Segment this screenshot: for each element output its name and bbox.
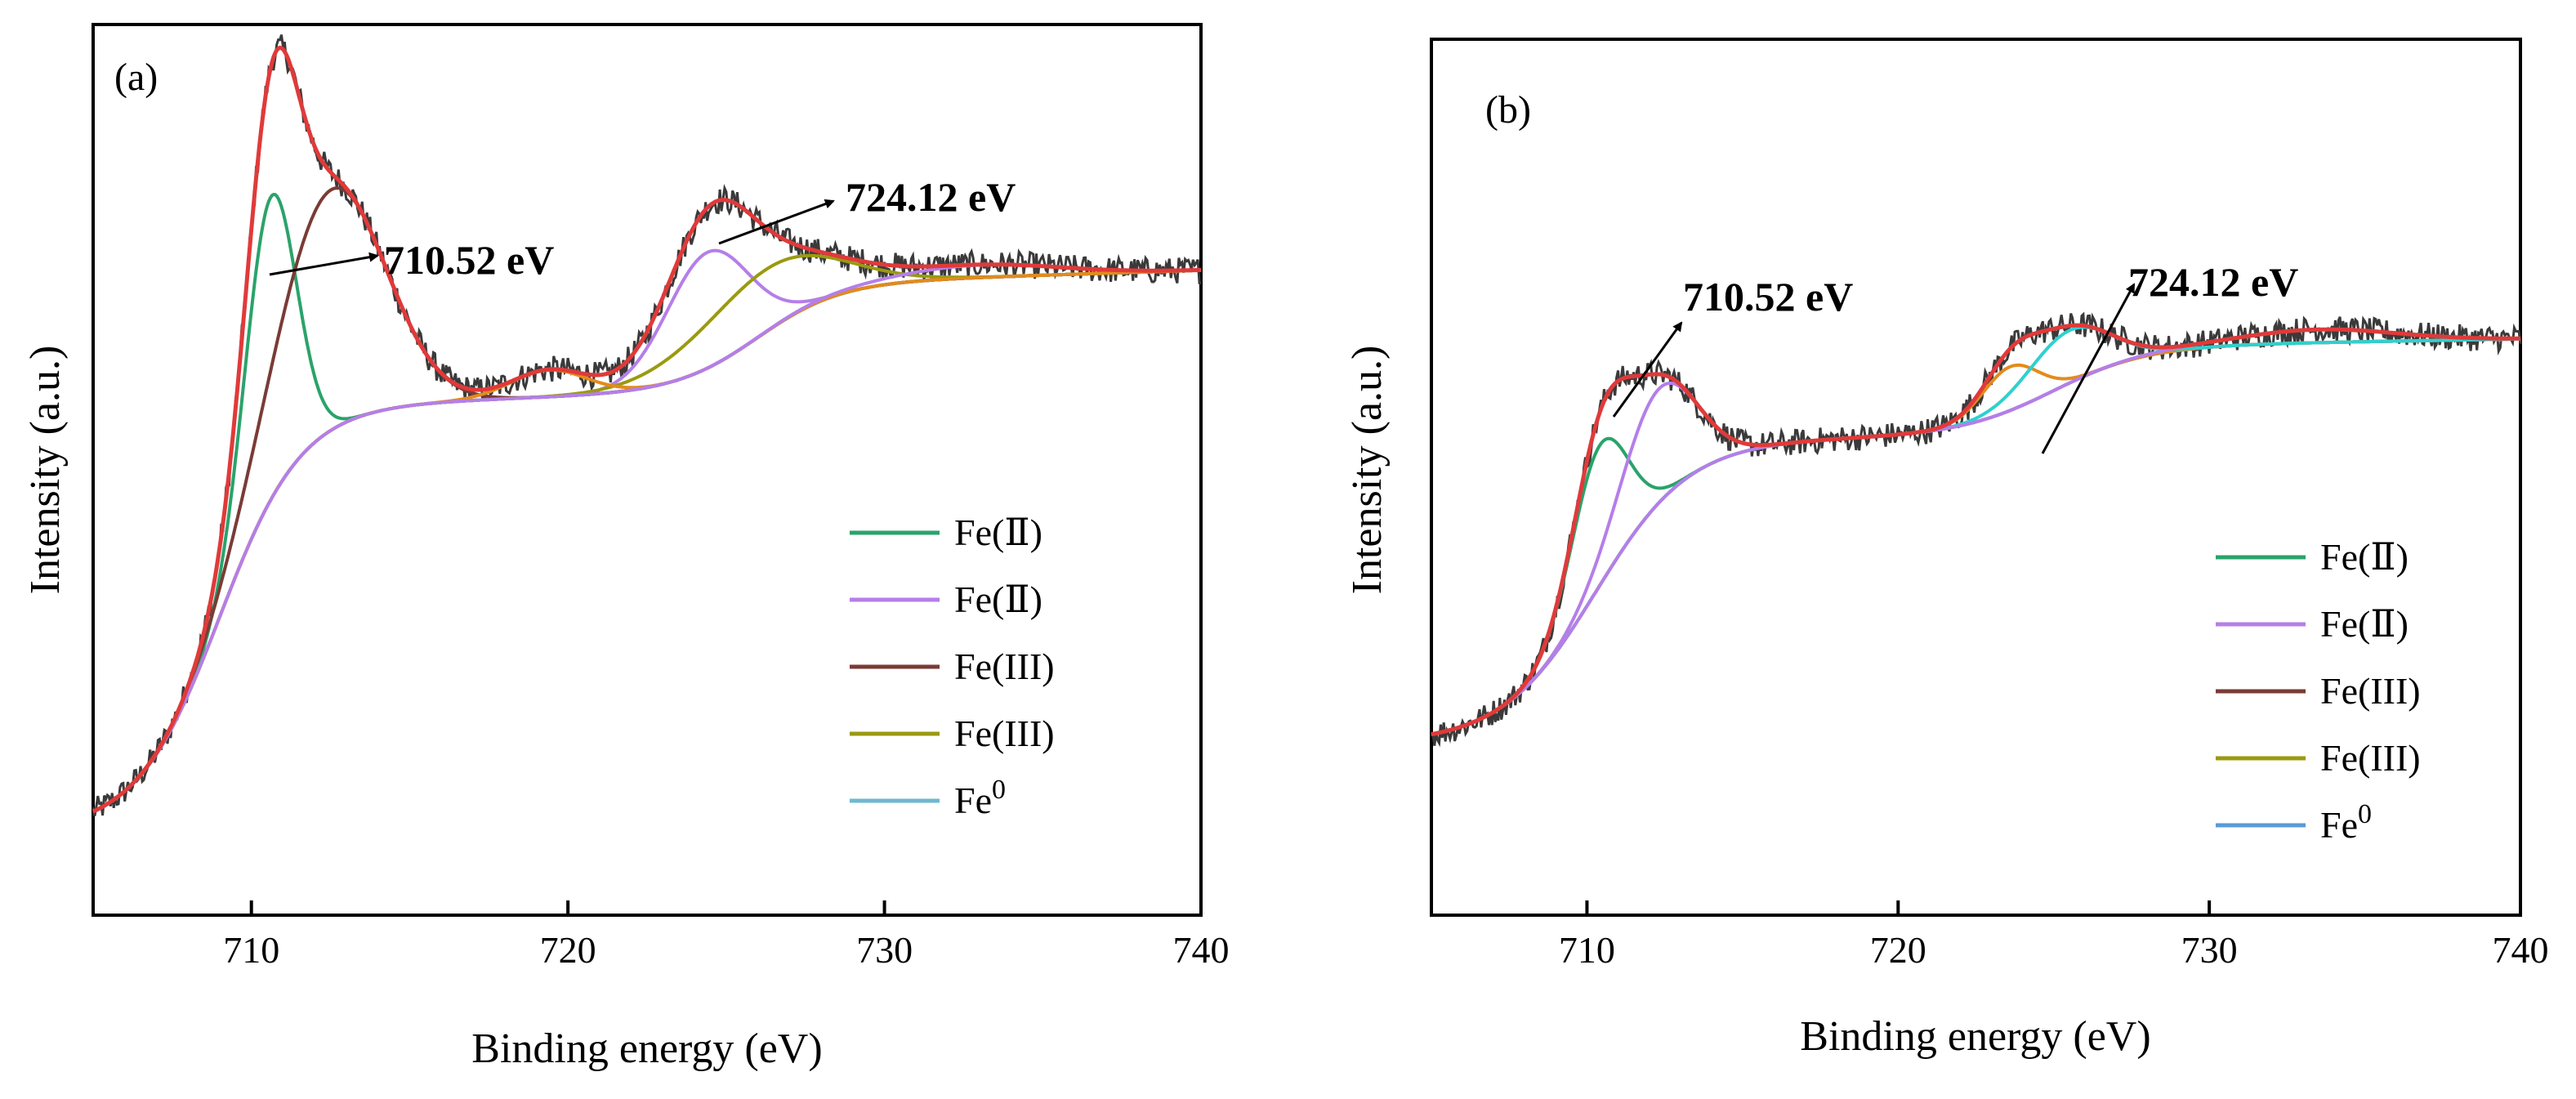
annotation-label: 724.12 eV xyxy=(2128,259,2298,305)
panel-b-chart: 710 720 730 740 710.52 eV 724.12 eV Fe(Ⅱ) Fe(… xyxy=(1344,38,2549,1060)
fit-envelope-line xyxy=(92,45,1202,814)
legend-label: Fe(Ⅱ) xyxy=(2320,603,2409,645)
annotation-label: 724.12 eV xyxy=(846,174,1016,220)
panel-a-x-axis-label: Binding energy (eV) xyxy=(471,1025,822,1072)
panel-b-plot-frame xyxy=(1430,38,2522,917)
panel-b-annotations: 710.52 eV 724.12 eV xyxy=(1612,259,2298,454)
legend-label: Fe(Ⅱ) xyxy=(954,579,1042,620)
panel-b-y-axis-label: Intensity (a.u.) xyxy=(1344,346,1391,595)
x-tick-label: 740 xyxy=(2493,929,2549,971)
x-tick-label: 710 xyxy=(1559,929,1615,971)
legend-label: Fe(III) xyxy=(2320,737,2421,779)
panel-a-label: (a) xyxy=(114,56,158,99)
panel-a-y-axis-label: Intensity (a.u.) xyxy=(22,346,69,595)
legend-label: Fe(III) xyxy=(954,646,1055,687)
x-tick-label: 740 xyxy=(1173,929,1230,971)
x-tick-label: 710 xyxy=(223,929,279,971)
panel-a-plot-frame xyxy=(92,23,1203,917)
annotation-label: 710.52 eV xyxy=(1683,274,1853,319)
panel-a-annotations: 710.52 eV 724.12 eV xyxy=(269,174,1016,283)
x-tick-label: 730 xyxy=(856,929,913,971)
panel-a-chart: 710 720 730 740 710.52 eV 724.12 eV Fe(Ⅱ) Fe(… xyxy=(22,23,1230,1072)
panel-a-curves xyxy=(92,34,1202,816)
fit-envelope-line xyxy=(1431,323,2520,737)
legend-label: Fe(Ⅱ) xyxy=(954,512,1042,553)
raw-spectrum-line xyxy=(92,34,1202,816)
annotation-arrow xyxy=(718,199,835,245)
x-tick-label: 720 xyxy=(540,929,596,971)
panel-b-label: (b) xyxy=(1485,88,1531,132)
legend-label: Fe(III) xyxy=(2320,670,2421,712)
legend-label: Fe(Ⅱ) xyxy=(2320,536,2409,578)
panel-b-legend: Fe(Ⅱ)Fe(Ⅱ)Fe(III)Fe(III)Fe0 xyxy=(2216,536,2421,846)
legend-label: Fe(III) xyxy=(954,713,1055,754)
annotation-arrow xyxy=(2041,283,2136,454)
panel-b-curves xyxy=(1431,311,2522,748)
x-tick-label: 720 xyxy=(1870,929,1926,971)
annotation-label: 710.52 eV xyxy=(384,237,554,283)
annotation-arrow xyxy=(269,252,379,276)
annotation-arrow xyxy=(1612,321,1683,418)
panel-b-x-axis-label: Binding energy (eV) xyxy=(1800,1013,2150,1060)
panel-b-x-ticks: 710 720 730 740 xyxy=(1559,900,2549,971)
x-tick-label: 730 xyxy=(2181,929,2238,971)
panel-a-x-ticks: 710 720 730 740 xyxy=(223,900,1230,971)
panel-a-legend: Fe(Ⅱ)Fe(Ⅱ)Fe(III)Fe(III)Fe0 xyxy=(850,512,1055,821)
